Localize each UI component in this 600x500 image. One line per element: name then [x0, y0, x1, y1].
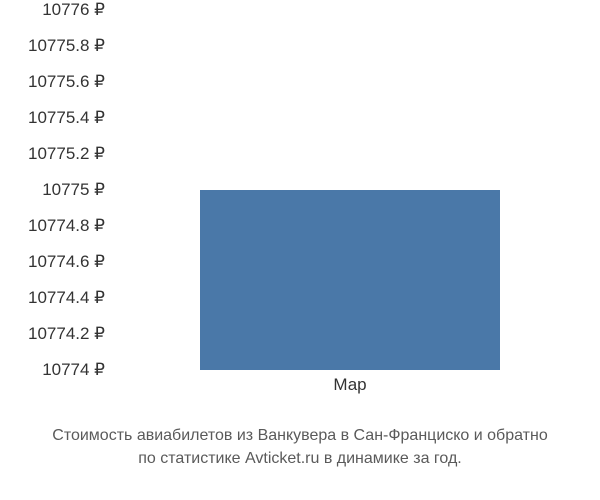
bar-mar — [200, 190, 501, 370]
y-tick: 10774.4 ₽ — [28, 288, 105, 308]
chart-caption: Стоимость авиабилетов из Ванкувера в Сан… — [0, 425, 600, 470]
y-tick: 10775.8 ₽ — [28, 36, 105, 56]
x-tick: Мар — [333, 375, 366, 395]
caption-line2: по статистике Avticket.ru в динамике за … — [138, 450, 462, 467]
x-axis: Мар — [115, 375, 585, 405]
y-tick: 10775.4 ₽ — [28, 108, 105, 128]
y-tick: 10775.6 ₽ — [28, 72, 105, 92]
plot-area — [115, 10, 585, 370]
y-tick: 10774.6 ₽ — [28, 252, 105, 272]
chart-container: 10776 ₽ 10775.8 ₽ 10775.6 ₽ 10775.4 ₽ 10… — [0, 10, 600, 410]
caption-line1: Стоимость авиабилетов из Ванкувера в Сан… — [52, 427, 547, 444]
y-tick: 10774.2 ₽ — [28, 324, 105, 344]
y-axis: 10776 ₽ 10775.8 ₽ 10775.6 ₽ 10775.4 ₽ 10… — [0, 10, 110, 370]
y-tick: 10775 ₽ — [42, 180, 105, 200]
y-tick: 10774 ₽ — [42, 360, 105, 380]
y-tick: 10774.8 ₽ — [28, 216, 105, 236]
y-tick: 10776 ₽ — [42, 0, 105, 20]
y-tick: 10775.2 ₽ — [28, 144, 105, 164]
